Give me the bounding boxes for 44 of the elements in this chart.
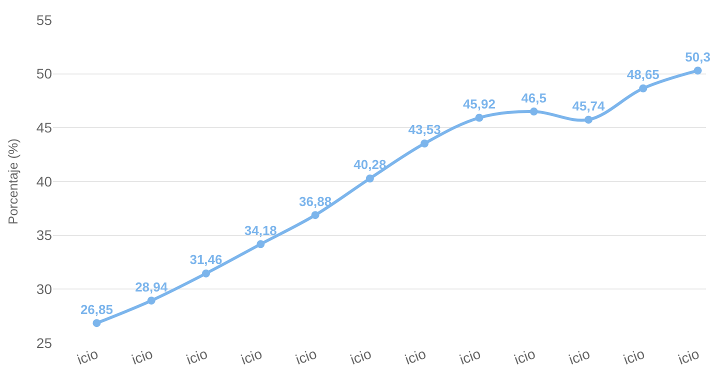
x-tick-label: icio [238,345,264,368]
point [639,84,648,92]
x-tick-label: icio [676,345,702,368]
y-tick-label: 35 [36,227,52,244]
data-label: 48,65 [626,67,660,82]
data-label: 50,3 [685,49,710,64]
data-label: 46,5 [521,90,547,106]
x-tick-label: icio [402,345,428,368]
x-tick-label: icio [457,345,483,368]
x-tick-label: icio [621,345,647,368]
point [475,114,484,122]
data-label: 45,74 [572,98,606,114]
point [256,240,265,248]
y-tick-label: 45 [36,120,52,136]
point [147,296,156,305]
x-tick-label: icio [293,345,319,368]
x-tick-label: icio [74,345,100,368]
point [311,211,320,220]
data-label: 34,18 [244,222,277,238]
x-tick-label: icio [130,345,155,368]
y-tick-label: 50 [36,66,52,82]
data-label: 28,94 [135,279,168,294]
x-tick-label: icio [566,345,592,368]
y-axis-title: Porcentaje (%) [5,138,20,224]
point [92,319,101,328]
point [366,174,374,182]
x-tick-label: icio [512,345,538,368]
data-label: 40,28 [354,157,386,172]
point [694,66,702,75]
point [420,139,429,148]
y-tick-label: 30 [36,281,52,298]
data-label: 31,46 [190,252,222,268]
y-tick-label: 55 [36,12,52,28]
point [530,108,538,116]
data-label: 36,88 [299,194,332,209]
y-tick-label: 25 [36,334,52,351]
data-label: 45,92 [462,96,496,112]
x-tick-label: icio [348,345,374,368]
x-tick-label: icio [184,345,210,368]
point [202,269,210,278]
data-label: 43,53 [408,122,441,138]
point [584,116,593,124]
y-tick-label: 40 [36,173,52,190]
data-label: 26,85 [80,302,113,317]
